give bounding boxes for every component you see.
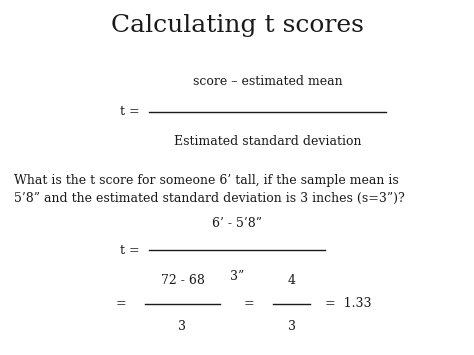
Text: t =: t = xyxy=(120,244,140,257)
Text: =  1.33: = 1.33 xyxy=(325,297,371,310)
Text: Calculating t scores: Calculating t scores xyxy=(110,14,364,37)
Text: What is the t score for someone 6’ tall, if the sample mean is
5’8” and the esti: What is the t score for someone 6’ tall,… xyxy=(14,174,405,206)
Text: 3: 3 xyxy=(288,320,295,333)
Text: 3”: 3” xyxy=(230,271,244,283)
Text: 6’ - 5’8”: 6’ - 5’8” xyxy=(212,217,262,230)
Text: 72 - 68: 72 - 68 xyxy=(161,274,204,287)
Text: =: = xyxy=(116,297,126,310)
Text: 4: 4 xyxy=(288,274,295,287)
Text: Estimated standard deviation: Estimated standard deviation xyxy=(174,136,362,148)
Text: score – estimated mean: score – estimated mean xyxy=(193,75,343,88)
Text: =: = xyxy=(244,297,254,310)
Text: t =: t = xyxy=(120,105,140,118)
Text: 3: 3 xyxy=(179,320,186,333)
